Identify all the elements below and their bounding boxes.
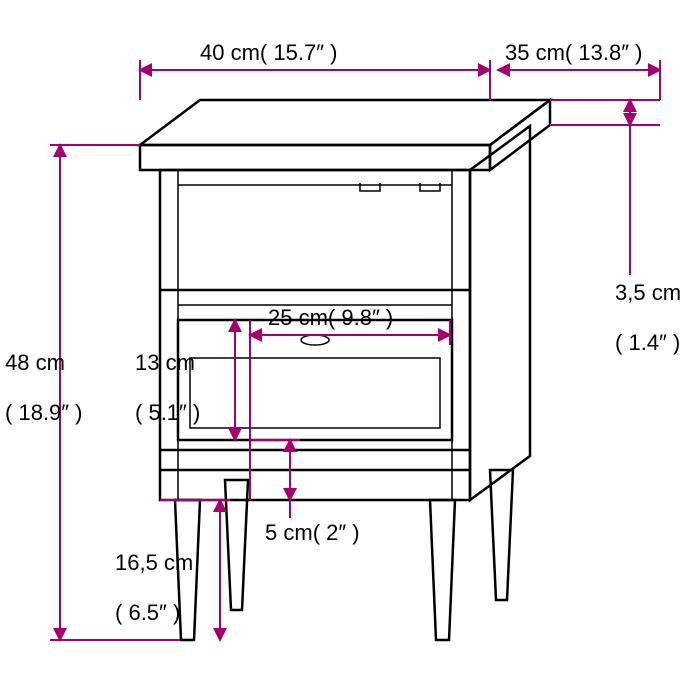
dim-leg-cm: 16,5 cm (115, 550, 193, 575)
furniture-legs (175, 470, 513, 640)
svg-text:35 cm( 13.8″ ): 35 cm( 13.8″ ) (505, 40, 642, 65)
dim-width-in: 15.7″ (273, 40, 324, 65)
dimension-diagram: 40 cm( 15.7″ ) 35 cm( 13.8″ ) 48 cm ( 18… (0, 0, 700, 700)
svg-text:5 cm( 2″ ): 5 cm( 2″ ) (265, 520, 360, 545)
dim-top-thickness: 3,5 cm ( 1.4″ ) (550, 100, 681, 355)
furniture-top (140, 100, 550, 170)
dim-depth: 35 cm( 13.8″ ) (498, 40, 660, 100)
dim-drawer-height: 13 cm ( 5.1″ ) (135, 320, 235, 440)
dim-gap: 5 cm( 2″ ) (250, 440, 360, 545)
dim-leg-height: 16,5 cm ( 6.5″ ) (115, 500, 230, 640)
svg-text:40 cm( 15.7″ ): 40 cm( 15.7″ ) (200, 40, 337, 65)
dim-gap-in: 2″ (326, 520, 346, 545)
svg-text:( 1.4″ ): ( 1.4″ ) (615, 330, 680, 355)
svg-text:( 18.9″ ): ( 18.9″ ) (5, 400, 83, 425)
svg-text:( 5.1″ ): ( 5.1″ ) (135, 400, 200, 425)
svg-text:25 cm( 9.8″ ): 25 cm( 9.8″ ) (268, 305, 393, 330)
svg-text:( 6.5″ ): ( 6.5″ ) (115, 600, 180, 625)
dim-topthick-cm: 3,5 cm (615, 280, 681, 305)
dim-height-in: 18.9″ (18, 400, 69, 425)
dim-topthick-in: 1.4″ (628, 330, 667, 355)
dim-leg-in: 6.5″ (128, 600, 167, 625)
dim-width: 40 cm( 15.7″ ) (140, 40, 490, 100)
dim-dh-in: 5.1″ (148, 400, 187, 425)
dim-gap-cm: 5 cm (265, 520, 313, 545)
dim-height-cm: 48 cm (5, 350, 65, 375)
dim-dh-cm: 13 cm (135, 350, 195, 375)
dim-depth-in: 13.8″ (578, 40, 629, 65)
dim-depth-cm: 35 cm (505, 40, 565, 65)
dim-dw-in: 9.8″ (341, 305, 380, 330)
furniture-drawer (160, 320, 470, 470)
dim-dw-cm: 25 cm (268, 305, 328, 330)
dim-width-cm: 40 cm (200, 40, 260, 65)
